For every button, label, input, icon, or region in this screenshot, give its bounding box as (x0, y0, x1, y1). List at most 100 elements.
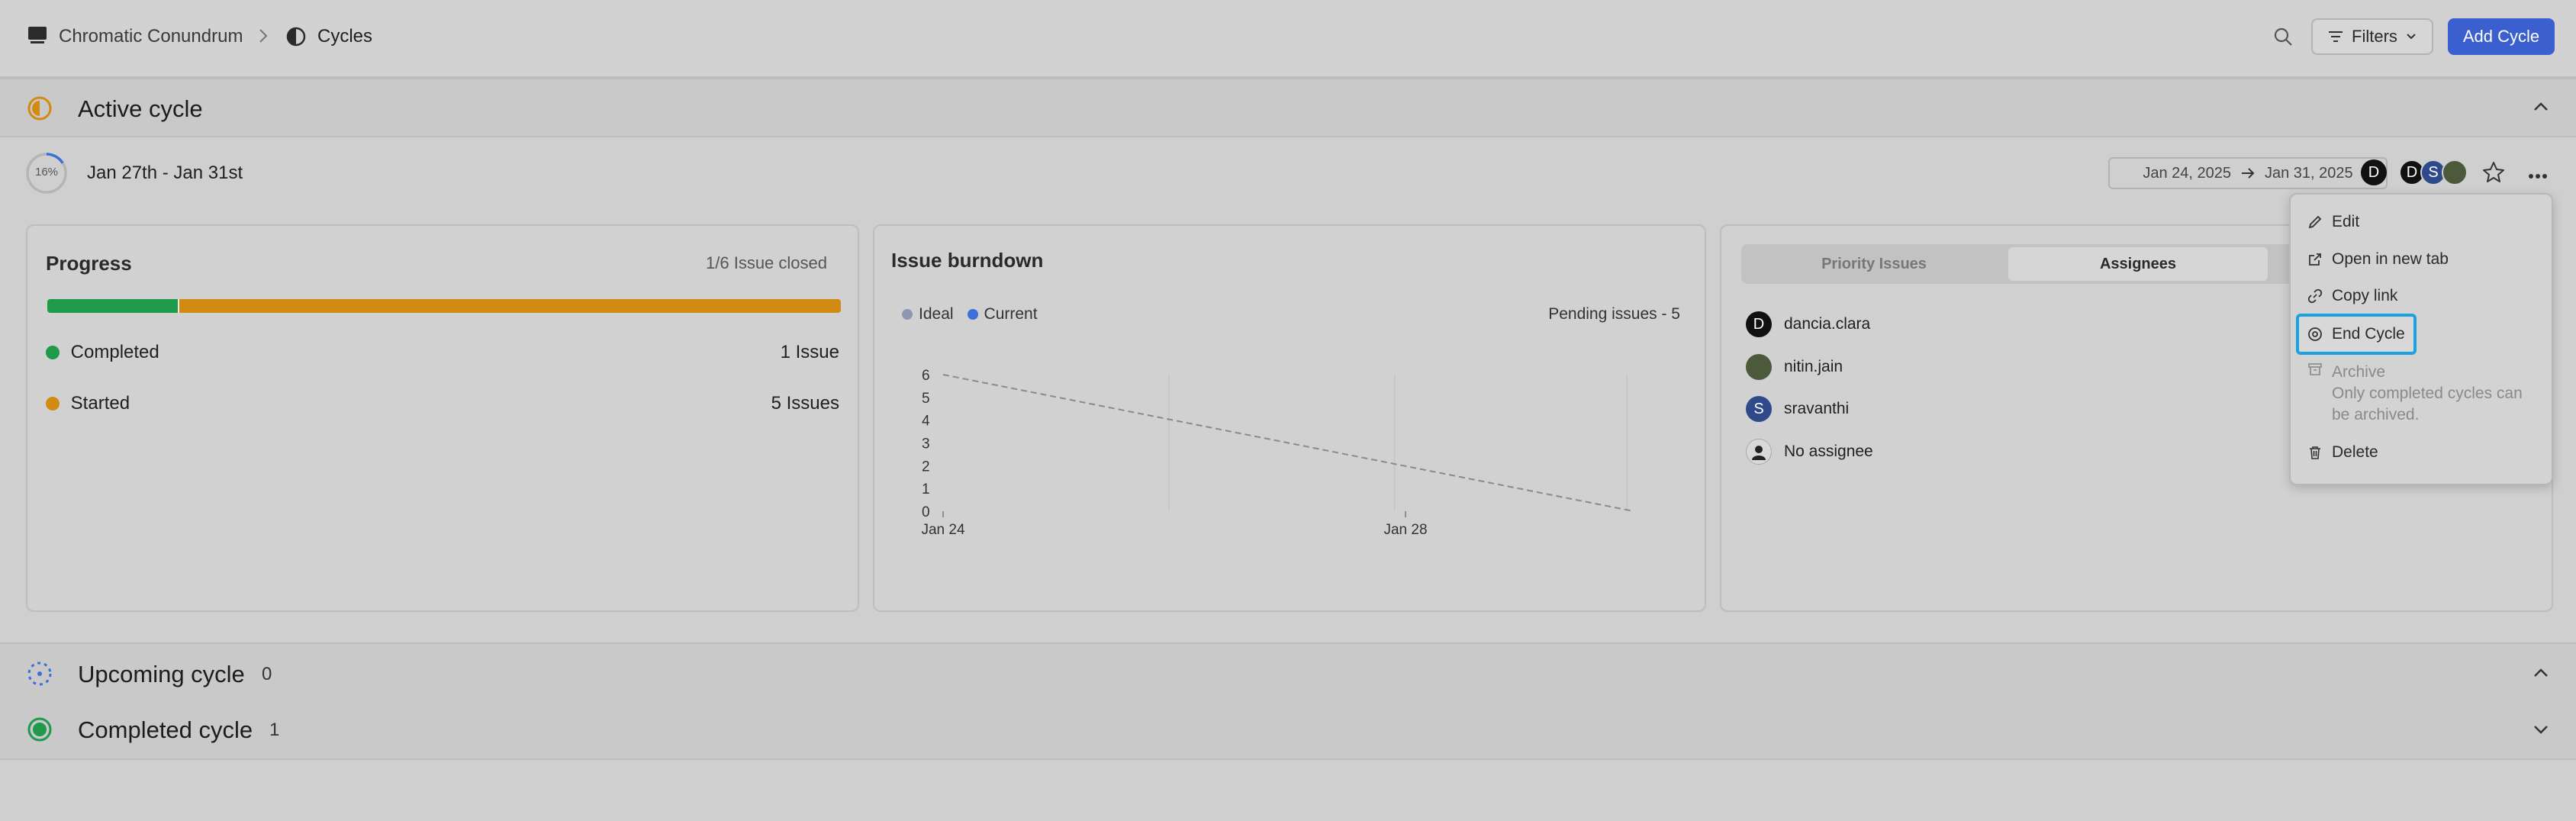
external-link-icon (2309, 253, 2321, 266)
tab-priority-issues[interactable]: Priority Issues (1821, 255, 1927, 272)
completed-cycle-count: 1 (269, 720, 280, 740)
x-tick-label: Jan 24 (921, 522, 964, 538)
date-range[interactable]: Jan 24, 2025 Jan 31, 2025 (2108, 157, 2388, 189)
cycle-progress-ring: 16% (25, 152, 68, 195)
menu-item-end-cycle[interactable]: End Cycle (2296, 314, 2417, 355)
menu-label-end-cycle: End Cycle (2332, 325, 2405, 343)
progress-card: Progress 1/6 Issue closed Completed 1 Is… (26, 224, 859, 612)
filters-button[interactable]: Filters (2311, 18, 2433, 55)
pending-issues: Pending issues - 5 (1548, 305, 1680, 323)
menu-label-open-new-tab: Open in new tab (2332, 250, 2449, 268)
cycle-icon (285, 26, 307, 51)
avatar[interactable]: D (2361, 159, 2387, 185)
ideal-series-line (942, 374, 1634, 512)
upcoming-cycle-title: Upcoming cycle (78, 661, 245, 687)
filter-icon (2329, 31, 2343, 42)
list-item[interactable]: D dancia.clara (1746, 311, 1870, 337)
arrow-right-icon (2242, 168, 2255, 179)
avatar[interactable] (2442, 159, 2468, 185)
progress-title: Progress (46, 252, 132, 275)
menu-label-edit: Edit (2332, 213, 2360, 230)
completed-cycle-header[interactable]: Completed cycle 1 (0, 702, 2576, 760)
avatar: D (1746, 311, 1772, 337)
chevron-down-icon (2407, 34, 2416, 40)
active-cycle-icon (27, 95, 53, 125)
current-legend-dot (967, 309, 978, 320)
progress-row-completed[interactable]: Completed 1 Issue (46, 342, 839, 363)
menu-item-open-new-tab[interactable]: Open in new tab (2307, 250, 2449, 269)
progress-percent: 16% (34, 166, 59, 179)
y-tick-label: 6 (922, 368, 930, 384)
menu-label-delete: Delete (2332, 443, 2378, 461)
tab-assignees[interactable]: Assignees (2008, 247, 2268, 281)
progress-bar (47, 299, 841, 313)
started-label: Started (70, 393, 130, 414)
x-tick-label: Jan 28 (1383, 522, 1427, 538)
trash-icon (2310, 446, 2320, 459)
ideal-legend-label: Ideal (919, 305, 954, 323)
menu-item-edit[interactable]: Edit (2307, 213, 2359, 231)
menu-label-archive: Archive (2332, 363, 2386, 381)
more-options-icon[interactable] (2528, 169, 2548, 183)
assignee-name: nitin.jain (1784, 358, 1843, 375)
filters-label: Filters (2352, 27, 2397, 46)
menu-label-copy-link: Copy link (2332, 287, 2398, 304)
y-tick-label: 2 (922, 459, 930, 475)
y-tick-label: 3 (922, 436, 930, 452)
active-cycle-header[interactable]: Active cycle (0, 78, 2576, 137)
archive-note-line-2: be archived. (2332, 406, 2420, 423)
user-placeholder-icon (1746, 439, 1772, 465)
cycle-date-label[interactable]: Jan 27th - Jan 31st (87, 163, 243, 183)
assignee-name: sravanthi (1784, 400, 1850, 417)
add-cycle-button[interactable]: Add Cycle (2448, 18, 2555, 55)
started-dot (46, 397, 60, 410)
end-date: Jan 31, 2025 (2265, 164, 2353, 182)
progress-row-started[interactable]: Started 5 Issues (46, 393, 839, 414)
current-legend-label: Current (984, 305, 1038, 323)
chevron-down-icon[interactable] (2532, 722, 2550, 741)
avatar[interactable]: D (2399, 159, 2425, 185)
y-tick-label: 5 (922, 391, 930, 407)
breadcrumb-cycles[interactable]: Cycles (317, 26, 373, 47)
upcoming-cycle-header[interactable]: Upcoming cycle 0 (0, 642, 2576, 703)
breadcrumb-workspace[interactable]: Chromatic Conundrum (59, 26, 243, 47)
progress-bar-completed (47, 299, 180, 313)
top-bar: Chromatic Conundrum Cycles Filters Add C… (0, 0, 2576, 78)
burndown-card: Issue burndown Ideal Current Pending iss… (873, 224, 1706, 612)
star-icon[interactable] (2481, 160, 2506, 188)
assignee-name: dancia.clara (1784, 315, 1871, 333)
workspace-icon (27, 26, 47, 44)
list-item[interactable]: No assignee (1746, 439, 1873, 465)
ideal-legend-dot (902, 309, 913, 320)
assignee-name: No assignee (1784, 443, 1873, 460)
list-item[interactable]: nitin.jain (1746, 354, 1843, 380)
avatar (1746, 354, 1772, 380)
start-date: Jan 24, 2025 (2143, 164, 2231, 182)
cycle-context-menu: Edit Open in new tab Copy link End Cycle… (2289, 193, 2553, 485)
archive-icon (2308, 363, 2322, 375)
pencil-icon (2308, 215, 2322, 229)
menu-item-archive: Archive Only completed cycles can be arc… (2307, 362, 2523, 426)
completed-cycle-icon (27, 716, 53, 746)
stop-circle-icon (2308, 327, 2322, 341)
completed-value: 1 Issue (780, 342, 839, 362)
menu-item-delete[interactable]: Delete (2307, 443, 2378, 462)
chevron-up-icon[interactable] (2532, 665, 2550, 684)
y-tick-label: 0 (922, 504, 930, 520)
y-tick-label: 1 (922, 481, 930, 497)
archive-block: Archive Only completed cycles can be arc… (2332, 362, 2523, 426)
completed-dot (46, 346, 60, 359)
chevron-up-icon[interactable] (2532, 99, 2550, 118)
upcoming-cycle-icon (27, 661, 53, 691)
completed-cycle-title: Completed cycle (78, 716, 253, 743)
upcoming-cycle-count: 0 (262, 664, 272, 684)
active-cycle-title: Active cycle (78, 95, 203, 122)
avatar: S (1746, 396, 1772, 422)
burndown-legend: Ideal Current (902, 305, 1038, 324)
issues-closed-count: 1/6 Issue closed (706, 253, 827, 272)
menu-item-copy-link[interactable]: Copy link (2307, 287, 2397, 305)
search-icon[interactable] (2272, 26, 2294, 51)
link-icon (2307, 288, 2323, 304)
list-item[interactable]: S sravanthi (1746, 396, 1849, 422)
burndown-chart: 6 5 4 3 2 1 0 Jan 24 Jan 28 (921, 368, 1634, 538)
